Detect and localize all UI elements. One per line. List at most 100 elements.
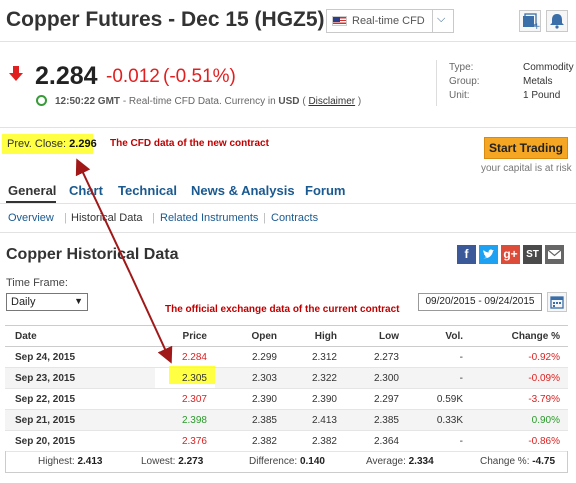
quote-info-row: 12:50:22 GMT - Real-time CFD Data. Curre… [55, 96, 361, 107]
summary-lowest: Lowest: 2.273 [141, 456, 204, 467]
unit-value: 1 Pound [523, 90, 561, 101]
timeframe-label: Time Frame: [6, 277, 68, 289]
summary-row: Highest: 2.413 Lowest: 2.273 Difference:… [5, 451, 568, 473]
tab-chart[interactable]: Chart [69, 183, 103, 198]
svg-text:+: + [533, 22, 540, 31]
table-row: Sep 21, 2015 2.398 2.385 2.413 2.385 0.3… [5, 409, 568, 431]
prev-close-value: 2.296 [69, 138, 97, 150]
timeframe-value: Daily [11, 296, 36, 308]
cell-vol: - [407, 367, 471, 389]
col-date[interactable]: Date [5, 325, 155, 347]
cell-high: 2.390 [285, 388, 345, 410]
cell-change: 0.90% [471, 409, 568, 431]
prev-close-label: Prev. Close: [7, 138, 67, 150]
cfd-annotation: The CFD data of the new contract [110, 138, 269, 149]
cell-open: 2.299 [215, 346, 285, 368]
cell-high: 2.322 [285, 367, 345, 389]
cell-low: 2.297 [345, 388, 407, 410]
cell-open: 2.385 [215, 409, 285, 431]
page-title: Copper Futures - Dec 15 (HGZ5) [6, 8, 325, 31]
cell-high: 2.413 [285, 409, 345, 431]
table-row: Sep 22, 2015 2.307 2.390 2.390 2.297 0.5… [5, 388, 568, 410]
header-divider [0, 41, 576, 42]
price-change-percent: (-0.51%) [163, 66, 236, 87]
group-value: Metals [523, 76, 553, 87]
summary-highest: Highest: 2.413 [38, 456, 103, 467]
add-portfolio-icon[interactable]: + [519, 10, 541, 32]
col-low[interactable]: Low [345, 325, 407, 347]
cell-change: -0.86% [471, 430, 568, 452]
cell-date: Sep 23, 2015 [5, 367, 155, 389]
last-price: 2.284 [35, 62, 98, 90]
calendar-icon[interactable] [547, 292, 567, 312]
clock-icon [36, 95, 47, 106]
tab-general[interactable]: General [8, 183, 57, 198]
open-paren: ( [302, 96, 306, 107]
facebook-icon[interactable]: f [457, 245, 476, 264]
cell-date: Sep 20, 2015 [5, 430, 155, 452]
cell-low: 2.385 [345, 409, 407, 431]
data-feed-label: Real-time CFD [352, 15, 425, 27]
cell-date: Sep 22, 2015 [5, 388, 155, 410]
tabs-divider [0, 203, 576, 204]
timeframe-select[interactable]: Daily ▼ [6, 293, 88, 311]
col-high[interactable]: High [285, 325, 345, 347]
cell-change: -3.79% [471, 388, 568, 410]
currency: USD [278, 96, 300, 107]
cell-vol: 0.33K [407, 409, 471, 431]
prev-close: Prev. Close: 2.296 [2, 134, 97, 154]
subnav-historical-data[interactable]: Historical Data [71, 212, 143, 224]
price-change: -0.012 [106, 66, 160, 87]
summary-difference: Difference: 0.140 [249, 456, 325, 467]
table-header-row: Date Price Open High Low Vol. Change % [5, 325, 568, 347]
col-price[interactable]: Price [155, 325, 215, 347]
quote-divider [0, 127, 576, 128]
col-vol[interactable]: Vol. [407, 325, 471, 347]
cell-high: 2.382 [285, 430, 345, 452]
active-tab-indicator [6, 201, 56, 204]
col-change-pct[interactable]: Change % [471, 325, 568, 347]
subnav-related-instruments[interactable]: Related Instruments [160, 212, 259, 224]
data-feed-selector[interactable]: Real-time CFD ⌵ [326, 9, 454, 33]
stocktwits-icon[interactable]: ST [523, 245, 542, 264]
cell-low: 2.273 [345, 346, 407, 368]
tab-technical[interactable]: Technical [118, 183, 178, 198]
cell-price: 2.305 [155, 367, 215, 389]
exchange-annotation: The official exchange data of the curren… [165, 304, 400, 315]
disclaimer-link[interactable]: Disclaimer [308, 96, 356, 107]
cell-low: 2.300 [345, 367, 407, 389]
add-alert-icon[interactable] [546, 10, 568, 32]
google-plus-icon[interactable]: g+ [501, 245, 520, 264]
mail-icon[interactable] [545, 245, 564, 264]
tab-news-analysis[interactable]: News & Analysis [191, 183, 295, 198]
cell-price: 2.376 [155, 430, 215, 452]
historical-table: Date Price Open High Low Vol. Change % S… [5, 325, 568, 452]
caret-down-icon: ▼ [74, 296, 83, 306]
cell-open: 2.303 [215, 367, 285, 389]
cell-high: 2.312 [285, 346, 345, 368]
col-open[interactable]: Open [215, 325, 285, 347]
cell-low: 2.364 [345, 430, 407, 452]
cell-vol: 0.59K [407, 388, 471, 410]
chevron-down-icon: ⌵ [437, 13, 446, 25]
instrument-meta: Type: Commodity Group: Metals Unit: 1 Po… [436, 60, 574, 106]
us-flag-icon [332, 16, 347, 26]
unit-label: Unit: [449, 90, 470, 101]
twitter-icon[interactable] [479, 245, 498, 264]
date-range-input[interactable]: 09/20/2015 - 09/24/2015 [418, 293, 542, 311]
cell-change: -0.92% [471, 346, 568, 368]
subnav-overview[interactable]: Overview [8, 212, 54, 224]
tab-forum[interactable]: Forum [305, 183, 346, 198]
cell-price: 2.398 [155, 409, 215, 431]
start-trading-button[interactable]: Start Trading [484, 137, 568, 159]
table-row: Sep 20, 2015 2.376 2.382 2.382 2.364 - -… [5, 430, 568, 452]
quote-info-text: - Real-time CFD Data. Currency in [122, 96, 276, 107]
cell-date: Sep 21, 2015 [5, 409, 155, 431]
historical-heading: Copper Historical Data [6, 246, 179, 263]
cell-price: 2.307 [155, 388, 215, 410]
type-value: Commodity [523, 62, 574, 73]
down-arrow-icon [9, 66, 23, 87]
subnav-contracts[interactable]: Contracts [271, 212, 319, 224]
risk-notice: your capital is at risk [481, 163, 572, 174]
